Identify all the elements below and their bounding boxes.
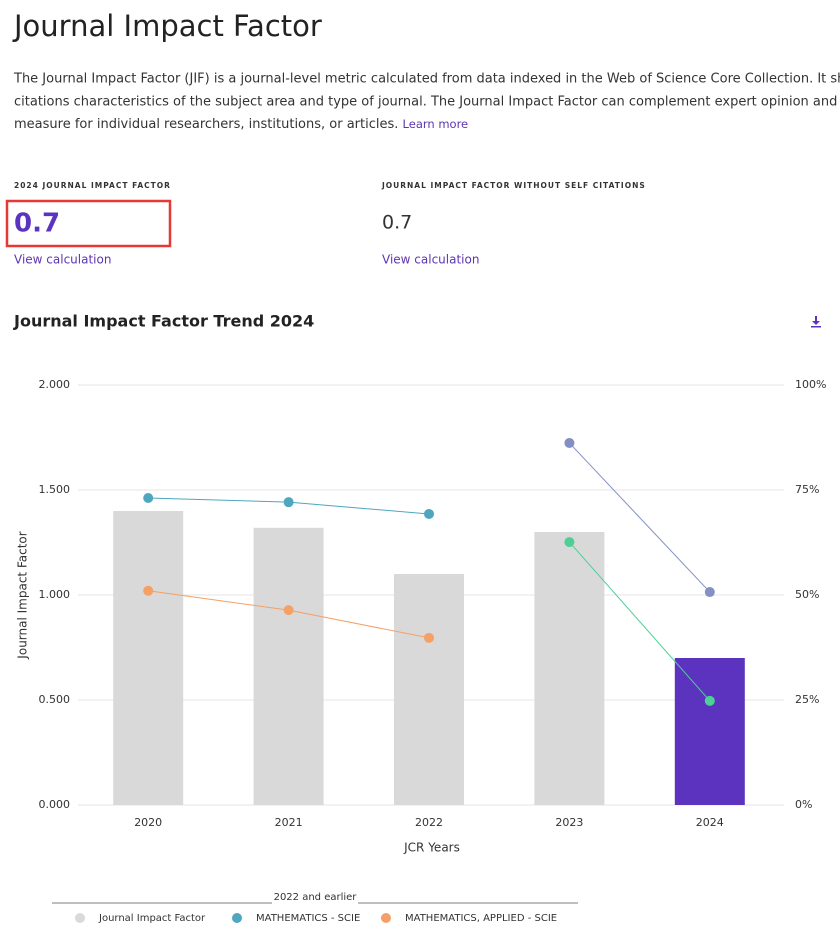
y-tick-label: 0.500 xyxy=(39,693,71,706)
x-tick-label: 2021 xyxy=(275,816,303,829)
y2-tick-label: 75% xyxy=(795,483,819,496)
intro-text: measure for individual researchers, inst… xyxy=(14,117,468,132)
legend-marker xyxy=(232,913,242,923)
learn-more-link[interactable]: Learn more xyxy=(403,117,469,131)
bar xyxy=(394,574,464,805)
export-icon-base xyxy=(811,326,821,328)
x-tick-label: 2024 xyxy=(696,816,724,829)
series-point xyxy=(283,497,294,508)
bar xyxy=(113,511,184,805)
series-point xyxy=(564,537,575,548)
intro-text: citations characteristics of the subject… xyxy=(14,95,840,110)
export-icon-arrow xyxy=(812,321,820,325)
y-axis-title: Journal Impact Factor xyxy=(16,531,30,659)
series-point xyxy=(424,508,434,519)
series-line xyxy=(569,442,711,593)
metric-label: JOURNAL IMPACT FACTOR WITHOUT SELF CITAT… xyxy=(381,181,646,190)
metric-value: 0.7 xyxy=(382,212,412,234)
series-point xyxy=(424,632,434,643)
metric-value: 0.7 xyxy=(14,209,60,239)
series-point xyxy=(704,695,715,706)
x-tick-label: 2022 xyxy=(415,816,443,829)
series-point xyxy=(704,587,715,598)
x-tick-label: 2023 xyxy=(555,816,583,829)
series-point xyxy=(143,585,154,596)
y2-tick-label: 25% xyxy=(795,693,819,706)
x-tick-label: 2020 xyxy=(134,816,162,829)
legend-marker xyxy=(381,913,391,923)
bar xyxy=(253,527,324,805)
legend-label: MATHEMATICS - SCIE xyxy=(256,913,360,924)
legend-label: Journal Impact Factor xyxy=(98,913,206,924)
intro-text: The Journal Impact Factor (JIF) is a jou… xyxy=(13,72,840,87)
view-calculation-link[interactable]: View calculation xyxy=(14,253,111,267)
y-tick-label: 1.000 xyxy=(39,588,71,601)
y2-tick-label: 50% xyxy=(795,588,819,601)
y2-tick-label: 100% xyxy=(795,378,826,391)
intro-text: measure for individual researchers, inst… xyxy=(14,117,398,132)
series-point xyxy=(283,605,294,616)
page-title: Journal Impact Factor xyxy=(12,9,322,43)
chart-title: Journal Impact Factor Trend 2024 xyxy=(13,312,314,331)
bar xyxy=(674,658,745,805)
metric-label: 2024 JOURNAL IMPACT FACTOR xyxy=(14,181,171,190)
y-tick-label: 2.000 xyxy=(39,378,71,391)
legend-label: MATHEMATICS, APPLIED - SCIE xyxy=(405,913,557,924)
series-point xyxy=(143,492,154,503)
export-icon-stem xyxy=(815,316,817,322)
series-point xyxy=(564,437,575,448)
y-tick-label: 0.000 xyxy=(39,798,71,811)
x-axis-title: JCR Years xyxy=(403,841,460,855)
series-line xyxy=(569,541,711,702)
view-calculation-link[interactable]: View calculation xyxy=(382,253,479,267)
highlight-box xyxy=(5,199,172,248)
y-tick-label: 1.500 xyxy=(39,483,71,496)
export-icon[interactable] xyxy=(811,316,821,328)
legend-group-label: 2022 and earlier xyxy=(274,892,358,903)
y2-tick-label: 0% xyxy=(795,798,812,811)
legend-marker xyxy=(75,913,85,923)
bar xyxy=(534,532,605,805)
